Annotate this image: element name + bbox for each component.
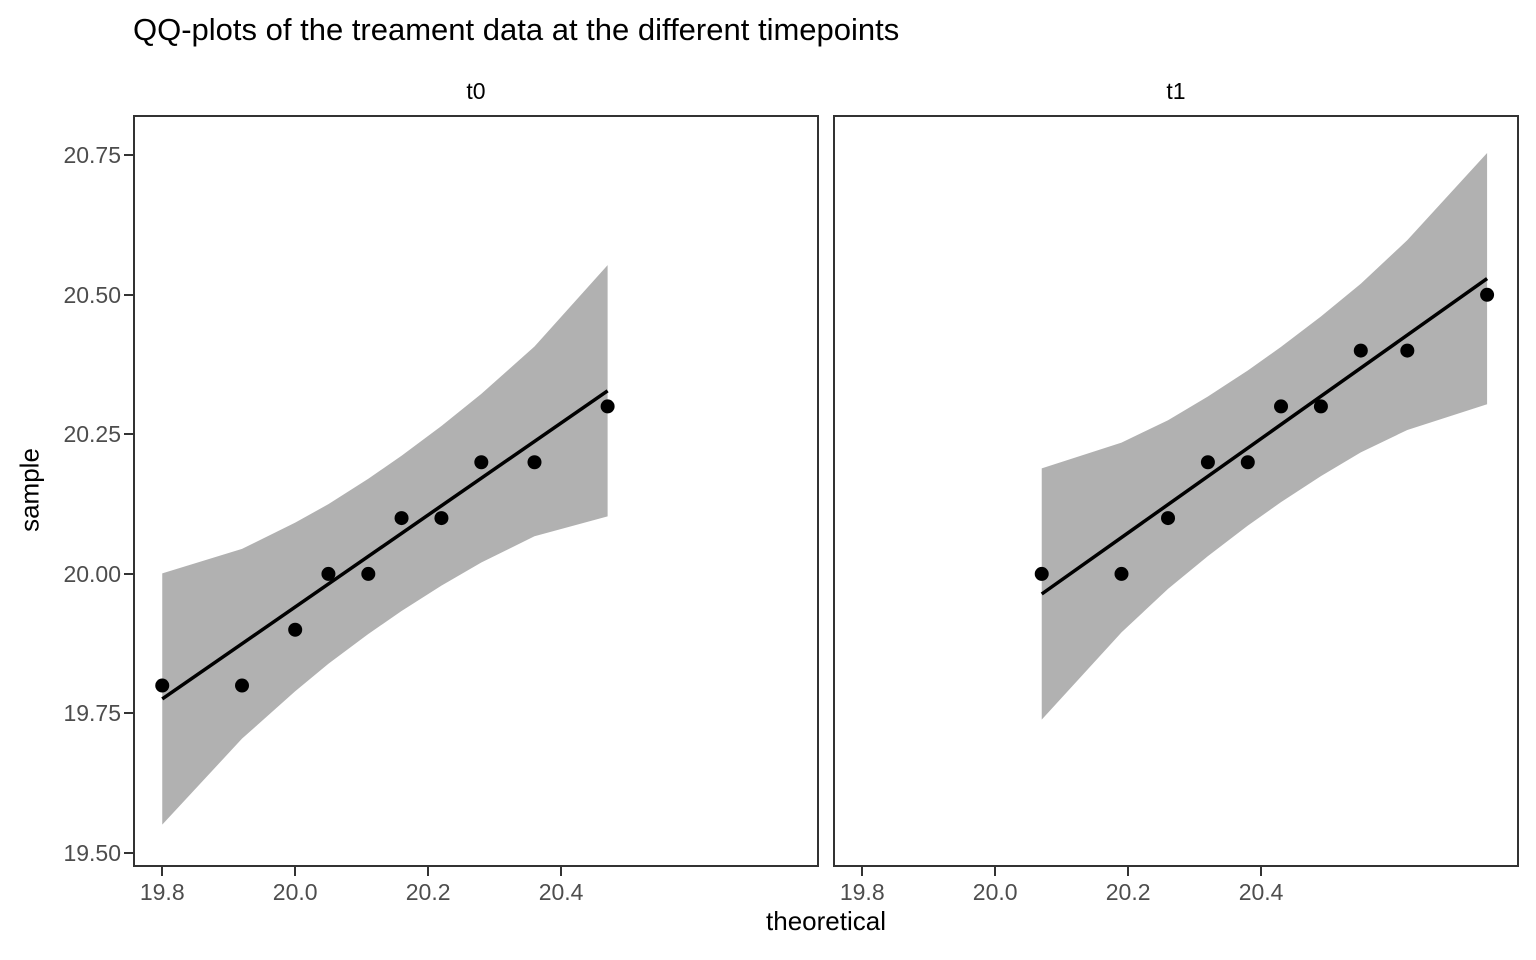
- qq-point: [1353, 343, 1368, 358]
- panel-t0: [133, 115, 819, 867]
- qq-point: [394, 511, 409, 526]
- y-tick-label: 20.50: [63, 281, 121, 308]
- qq-point: [155, 678, 170, 693]
- x-tick-mark: [560, 867, 563, 876]
- y-tick-mark: [124, 154, 133, 157]
- x-tick-label: 20.4: [538, 879, 584, 905]
- y-tick-label: 20.25: [63, 421, 121, 448]
- panel-border: [133, 115, 819, 867]
- x-axis-title: theoretical: [766, 906, 886, 936]
- panel-border: [833, 115, 1519, 867]
- qq-point: [1313, 399, 1328, 414]
- qq-point: [288, 622, 303, 637]
- y-tick-mark: [124, 852, 133, 855]
- qq-point: [235, 678, 250, 693]
- x-tick-label: 20.4: [1238, 879, 1284, 905]
- qq-point: [600, 399, 615, 414]
- x-tick-mark: [294, 867, 297, 876]
- qq-point: [527, 455, 542, 470]
- x-tick-mark: [427, 867, 430, 876]
- y-tick-label: 19.50: [63, 840, 121, 867]
- qq-point: [1034, 566, 1049, 581]
- qq-line: [1040, 277, 1489, 596]
- qq-point: [1274, 399, 1289, 414]
- panel-t1: [833, 115, 1519, 867]
- qq-point: [1114, 566, 1129, 581]
- qq-point: [321, 566, 336, 581]
- y-tick-mark: [124, 572, 133, 575]
- x-tick-label: 20.2: [1105, 879, 1151, 905]
- qq-point: [1240, 455, 1255, 470]
- x-tick-label: 19.8: [139, 879, 185, 905]
- qq-point: [474, 455, 489, 470]
- y-tick-label: 19.75: [63, 700, 121, 727]
- x-tick-label: 20.0: [272, 879, 318, 905]
- x-tick-mark: [161, 867, 164, 876]
- x-tick-mark: [861, 867, 864, 876]
- qq-point: [1200, 455, 1215, 470]
- qq-point: [1480, 287, 1495, 302]
- x-tick-mark: [1260, 867, 1263, 876]
- qq-point: [434, 511, 449, 526]
- qq-line: [161, 389, 609, 701]
- qq-point: [1161, 511, 1176, 526]
- x-tick-label: 20.2: [405, 879, 451, 905]
- qq-point: [361, 566, 376, 581]
- plot-title: QQ-plots of the treament data at the dif…: [133, 12, 900, 47]
- y-tick-mark: [124, 293, 133, 296]
- y-tick-label: 20.00: [63, 560, 121, 587]
- facet-label-t1: t1: [1166, 78, 1186, 104]
- facet-label-t0: t0: [466, 78, 486, 104]
- x-tick-label: 19.8: [839, 879, 885, 905]
- qq-point: [1400, 343, 1415, 358]
- y-tick-mark: [124, 712, 133, 715]
- x-tick-mark: [1127, 867, 1130, 876]
- y-tick-mark: [124, 433, 133, 436]
- y-tick-label: 20.75: [63, 142, 121, 169]
- x-tick-mark: [994, 867, 997, 876]
- x-tick-label: 20.0: [972, 879, 1018, 905]
- y-axis-title: sample: [14, 448, 45, 532]
